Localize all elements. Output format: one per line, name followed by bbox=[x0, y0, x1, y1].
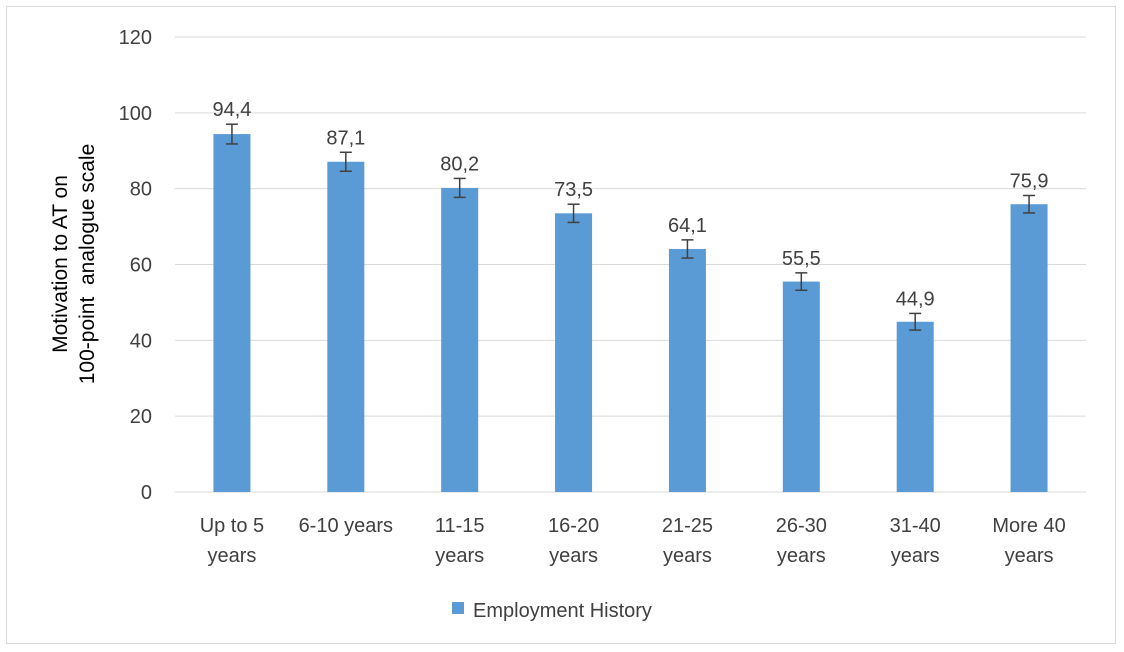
gridlines bbox=[175, 36, 1086, 493]
x-tick-label: 6-10 years bbox=[299, 515, 394, 537]
x-tick-label: 11-15 years bbox=[435, 515, 485, 567]
x-tick-label: 31-40 years bbox=[890, 515, 941, 567]
y-tick-label: 40 bbox=[130, 330, 152, 352]
bar bbox=[213, 134, 251, 493]
legend: Employment History bbox=[452, 600, 652, 622]
error-bar bbox=[567, 203, 580, 224]
y-axis-tick-labels: 0 20 40 60 80 100 120 bbox=[119, 27, 152, 504]
bar bbox=[668, 248, 706, 492]
x-tick-label: Up to 5 years bbox=[200, 515, 264, 567]
error-bar bbox=[681, 239, 694, 259]
bars bbox=[213, 134, 1048, 493]
data-label: 87,1 bbox=[326, 127, 365, 149]
error-bar bbox=[1023, 194, 1036, 214]
data-label: 44,9 bbox=[896, 288, 935, 310]
x-tick-label: 21-25 years bbox=[662, 515, 713, 567]
y-axis-title: Motivation to AT on 100-point analogue sc… bbox=[49, 144, 99, 385]
error-bar bbox=[795, 272, 808, 292]
y-tick-label: 120 bbox=[119, 27, 152, 49]
error-bars bbox=[225, 123, 1036, 331]
x-tick-label: 26-30 years bbox=[776, 515, 827, 567]
data-label: 94,4 bbox=[212, 99, 251, 121]
data-label: 73,5 bbox=[554, 179, 593, 201]
error-bar bbox=[909, 312, 922, 331]
bar bbox=[896, 321, 934, 492]
data-label: 55,5 bbox=[782, 248, 821, 270]
x-tick-label: 16-20 years bbox=[548, 515, 599, 567]
data-labels: 94,4 87,1 80,2 73,5 64,1 55,5 44,9 75,9 bbox=[212, 99, 1048, 310]
error-bar bbox=[453, 177, 466, 199]
bar bbox=[441, 187, 479, 493]
data-label: 75,9 bbox=[1010, 170, 1049, 192]
y-tick-label: 100 bbox=[119, 103, 152, 125]
x-axis-tick-labels: Up to 5 years 6-10 years 11-15 years 16-20 yea… bbox=[200, 515, 1066, 567]
y-tick-label: 0 bbox=[141, 482, 152, 504]
bar bbox=[327, 161, 365, 492]
legend-label: Employment History bbox=[473, 600, 652, 622]
y-tick-label: 80 bbox=[130, 179, 152, 201]
bar bbox=[782, 281, 820, 492]
error-bar bbox=[339, 151, 352, 172]
x-tick-label: More 40 years bbox=[992, 515, 1065, 567]
y-tick-label: 60 bbox=[130, 255, 152, 277]
data-label: 80,2 bbox=[440, 153, 479, 175]
legend-swatch bbox=[452, 602, 464, 614]
data-label: 64,1 bbox=[668, 215, 707, 237]
error-bar bbox=[225, 123, 238, 145]
bar bbox=[555, 213, 593, 492]
y-tick-label: 20 bbox=[130, 406, 152, 428]
bar bbox=[1010, 204, 1048, 492]
